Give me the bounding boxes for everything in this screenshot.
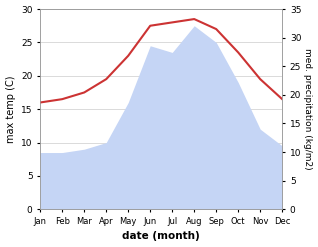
X-axis label: date (month): date (month) <box>122 231 200 242</box>
Y-axis label: max temp (C): max temp (C) <box>5 75 16 143</box>
Y-axis label: med. precipitation (kg/m2): med. precipitation (kg/m2) <box>303 48 313 170</box>
